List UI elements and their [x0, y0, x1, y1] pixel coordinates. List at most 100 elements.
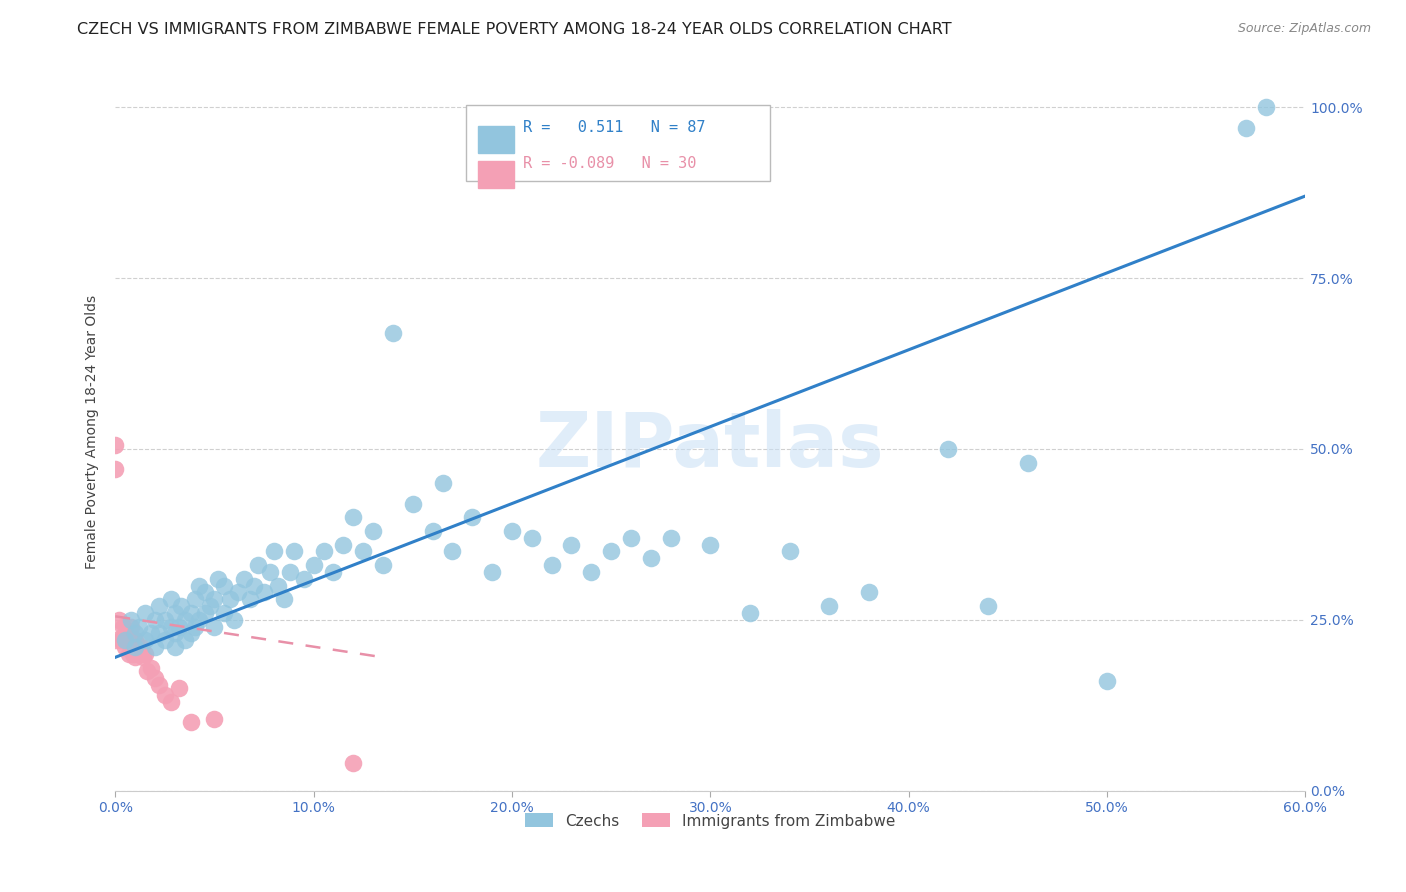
- Point: [193, 606, 215, 620]
- Point: [163, 626, 186, 640]
- Point: [115, 633, 138, 648]
- Text: CZECH VS IMMIGRANTS FROM ZIMBABWE FEMALE POVERTY AMONG 18-24 YEAR OLDS CORRELATI: CZECH VS IMMIGRANTS FROM ZIMBABWE FEMALE…: [77, 22, 952, 37]
- Point: [1234, 120, 1257, 135]
- Point: [322, 565, 344, 579]
- Point: [112, 619, 135, 633]
- Point: [520, 531, 543, 545]
- Point: [481, 565, 503, 579]
- Point: [136, 664, 159, 678]
- Point: [214, 578, 236, 592]
- Point: [159, 695, 181, 709]
- Point: [204, 592, 226, 607]
- Point: [143, 613, 166, 627]
- Text: Source: ZipAtlas.com: Source: ZipAtlas.com: [1237, 22, 1371, 36]
- Point: [540, 558, 562, 572]
- Point: [332, 537, 354, 551]
- Point: [302, 558, 325, 572]
- Point: [432, 476, 454, 491]
- Point: [104, 633, 127, 648]
- Text: R =   0.511   N = 87: R = 0.511 N = 87: [523, 120, 706, 136]
- Point: [342, 510, 364, 524]
- Point: [938, 442, 960, 456]
- Point: [292, 572, 315, 586]
- Point: [104, 462, 127, 476]
- Point: [278, 565, 301, 579]
- Point: [342, 756, 364, 771]
- Point: [581, 565, 603, 579]
- Point: [110, 633, 132, 648]
- Point: [163, 606, 186, 620]
- Y-axis label: Female Poverty Among 18-24 Year Olds: Female Poverty Among 18-24 Year Olds: [86, 294, 100, 569]
- Point: [441, 544, 464, 558]
- Point: [243, 578, 266, 592]
- Point: [247, 558, 270, 572]
- Point: [143, 671, 166, 685]
- Point: [139, 626, 162, 640]
- Point: [818, 599, 841, 613]
- Point: [1095, 674, 1118, 689]
- Point: [263, 544, 285, 558]
- Point: [699, 537, 721, 551]
- Point: [461, 510, 484, 524]
- Point: [204, 619, 226, 633]
- Point: [132, 650, 155, 665]
- Point: [219, 592, 242, 607]
- Point: [180, 606, 202, 620]
- Point: [127, 640, 149, 654]
- Point: [134, 633, 156, 648]
- Point: [159, 592, 181, 607]
- Point: [170, 599, 193, 613]
- Point: [312, 544, 335, 558]
- Point: [858, 585, 880, 599]
- Point: [1017, 456, 1039, 470]
- Point: [267, 578, 290, 592]
- Point: [120, 613, 142, 627]
- Point: [104, 438, 127, 452]
- Bar: [478, 161, 515, 188]
- Point: [620, 531, 643, 545]
- Point: [124, 640, 146, 654]
- Point: [139, 660, 162, 674]
- Point: [253, 585, 276, 599]
- Point: [180, 715, 202, 730]
- Point: [779, 544, 801, 558]
- Point: [738, 606, 761, 620]
- Point: [124, 650, 146, 665]
- Point: [128, 619, 150, 633]
- Legend: Czechs, Immigrants from Zimbabwe: Czechs, Immigrants from Zimbabwe: [519, 807, 901, 835]
- Point: [153, 633, 176, 648]
- Point: [153, 613, 176, 627]
- Point: [224, 613, 246, 627]
- Point: [977, 599, 1000, 613]
- Point: [204, 712, 226, 726]
- Point: [381, 326, 404, 340]
- Point: [352, 544, 374, 558]
- Point: [120, 633, 142, 648]
- Point: [259, 565, 281, 579]
- Point: [273, 592, 295, 607]
- Point: [114, 633, 136, 648]
- Point: [659, 531, 682, 545]
- Point: [501, 524, 523, 538]
- Point: [233, 572, 256, 586]
- Point: [134, 606, 156, 620]
- Point: [422, 524, 444, 538]
- Point: [361, 524, 384, 538]
- Point: [134, 647, 156, 661]
- Point: [173, 613, 195, 627]
- Point: [120, 619, 142, 633]
- Text: R = -0.089   N = 30: R = -0.089 N = 30: [523, 156, 697, 170]
- Point: [402, 497, 425, 511]
- Point: [159, 619, 181, 633]
- Point: [187, 578, 209, 592]
- Point: [143, 640, 166, 654]
- Point: [600, 544, 623, 558]
- Point: [163, 640, 186, 654]
- Point: [167, 619, 190, 633]
- Point: [200, 599, 222, 613]
- Point: [183, 619, 205, 633]
- Point: [122, 647, 145, 661]
- Point: [148, 678, 170, 692]
- Text: ZIPatlas: ZIPatlas: [536, 409, 884, 483]
- Bar: [478, 126, 515, 153]
